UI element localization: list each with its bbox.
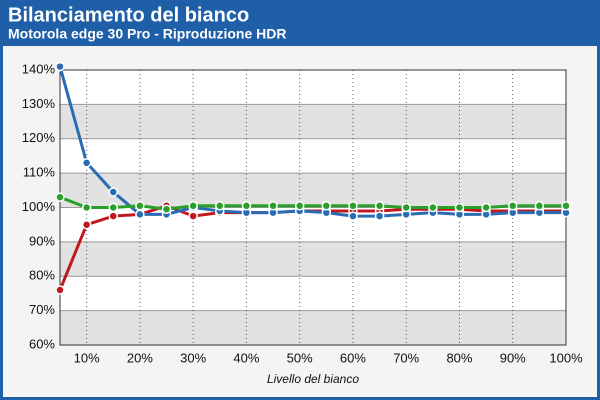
x-tick-label: 60%: [340, 350, 366, 365]
y-tick-label: 70%: [29, 302, 55, 317]
x-tick-label: 50%: [287, 350, 313, 365]
data-point: [81, 219, 92, 230]
x-tick-label: 20%: [127, 350, 153, 365]
data-point: [241, 201, 252, 211]
data-point: [428, 202, 438, 213]
data-point: [188, 211, 198, 221]
data-point: [268, 201, 278, 211]
data-point: [188, 201, 198, 211]
data-point: [374, 211, 385, 221]
data-point: [534, 201, 545, 211]
data-point: [135, 201, 145, 211]
data-point: [55, 192, 65, 202]
x-tick-label: 10%: [74, 350, 100, 365]
data-point: [294, 201, 305, 211]
y-tick-label: 80%: [29, 268, 55, 283]
data-point: [321, 201, 332, 211]
x-tick-label: 80%: [446, 350, 472, 365]
x-tick-label: 40%: [233, 350, 259, 365]
data-point: [81, 158, 92, 168]
chart-title: Bilanciamento del bianco: [8, 4, 249, 26]
data-point: [108, 202, 119, 213]
data-point: [81, 202, 92, 213]
data-point: [374, 201, 385, 211]
y-tick-label: 60%: [29, 336, 55, 351]
data-point: [481, 202, 491, 213]
data-point: [55, 61, 65, 72]
y-tick-label: 130%: [22, 96, 56, 111]
x-tick-label: 90%: [500, 350, 526, 365]
data-point: [348, 211, 358, 221]
y-tick-label: 120%: [22, 130, 56, 145]
x-tick-label: 100%: [549, 350, 583, 365]
data-point: [161, 204, 172, 214]
data-point: [454, 202, 465, 213]
data-point: [561, 201, 571, 211]
grid-band: [60, 173, 566, 208]
y-tick-label: 90%: [29, 233, 55, 248]
data-point: [108, 211, 119, 221]
data-point: [108, 187, 119, 197]
grid-band: [60, 241, 566, 277]
data-point: [507, 201, 518, 211]
data-point: [215, 201, 225, 211]
data-point: [348, 201, 358, 211]
chart-subtitle: Motorola edge 30 Pro - Riproduzione HDR: [8, 26, 286, 42]
x-axis-label: Livello del bianco: [267, 372, 359, 386]
data-point: [401, 202, 411, 213]
y-tick-label: 100%: [22, 199, 56, 214]
data-point: [135, 209, 145, 220]
y-tick-label: 110%: [23, 165, 56, 180]
data-point: [55, 285, 65, 295]
grid-band: [60, 104, 566, 139]
grid-band: [60, 310, 566, 345]
x-tick-label: 30%: [180, 350, 206, 365]
y-tick-label: 140%: [22, 61, 56, 76]
x-tick-label: 70%: [393, 350, 419, 365]
